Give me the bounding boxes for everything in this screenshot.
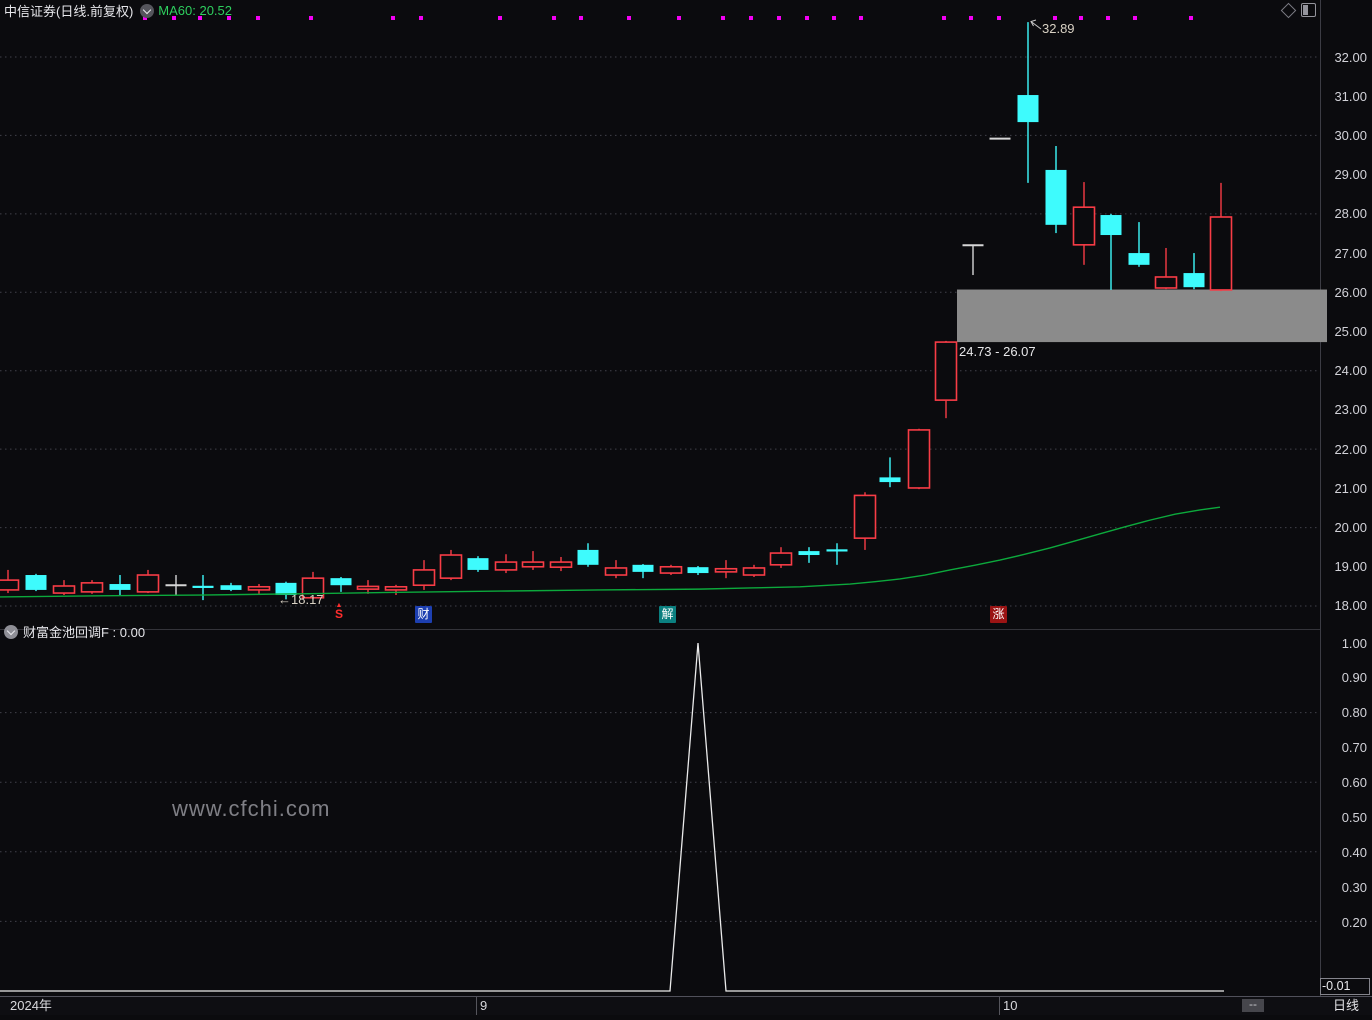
axis-month-label-10: 10 <box>1003 998 1018 1013</box>
price-axis-label: 25.00 <box>1334 323 1367 339</box>
indicator-min-label: -0.01 <box>1320 978 1370 995</box>
gap-range-label: 24.73 - 26.07 <box>959 344 1036 359</box>
event-marker-涨[interactable]: 涨 <box>990 606 1007 623</box>
sub-collapse-chevron-icon[interactable] <box>4 624 18 639</box>
price-axis-label: 20.00 <box>1334 520 1367 536</box>
price-axis-label: 18.00 <box>1334 598 1367 614</box>
dash-button[interactable]: -- <box>1242 998 1264 1012</box>
price-axis-label: 32.00 <box>1334 49 1367 65</box>
price-axis-label: 19.00 <box>1334 559 1367 575</box>
collapse-chevron-icon[interactable] <box>140 3 155 18</box>
sub-chart-header: 财富金池回调F : 0.00 <box>4 623 145 640</box>
period-selector[interactable]: 日线 <box>1332 998 1359 1013</box>
titlebar: 中信证券(日线.前复权) MA60: 20.52 <box>4 2 232 19</box>
price-axis-label: 21.00 <box>1334 480 1367 496</box>
month-separator <box>999 997 1000 1015</box>
stock-title: 中信证券(日线.前复权) <box>4 4 134 19</box>
indicator-title: 财富金池回调F : 0.00 <box>23 625 146 640</box>
indicator-axis-label: 0.30 <box>1341 879 1367 895</box>
indicator-axis-label: 0.80 <box>1341 705 1367 721</box>
indicator-axis-label: 1.00 <box>1341 635 1367 651</box>
indicator-axis-label: 0.50 <box>1341 810 1367 825</box>
price-axis-label: 24.00 <box>1334 363 1367 379</box>
axis-year-label: 2024年 <box>10 998 52 1013</box>
axis-month-label-9: 9 <box>480 998 488 1013</box>
price-axis-label: 31.00 <box>1334 88 1367 104</box>
month-separator <box>476 997 477 1015</box>
price-axis-label: 28.00 <box>1334 206 1367 222</box>
sidebar-toggle-icon[interactable] <box>1301 3 1316 17</box>
indicator-axis-label: 0.60 <box>1341 775 1367 791</box>
price-axis-label: 26.00 <box>1334 284 1367 300</box>
time-axis-bar: 2024年 9 10 -- 日线 <box>0 997 1372 1015</box>
price-axis-label: 22.00 <box>1334 441 1367 457</box>
ma60-value-label: MA60: 20.52 <box>158 3 232 18</box>
event-marker-财[interactable]: 财 <box>415 606 432 623</box>
price-axis-label: 27.00 <box>1334 245 1367 261</box>
indicator-axis-label: 0.90 <box>1341 670 1367 686</box>
indicator-axis-label: 0.70 <box>1341 740 1367 756</box>
watermark: www.cfchi.com <box>172 796 331 821</box>
sell-signal-marker[interactable]: ▲ S <box>334 602 343 621</box>
event-marker-解[interactable]: 解 <box>659 606 676 623</box>
diamond-tool-icon[interactable] <box>1280 2 1297 18</box>
indicator-axis-label: 0.20 <box>1341 914 1367 930</box>
price-axis-label: 23.00 <box>1334 402 1367 418</box>
indicator-axis-label: 0.40 <box>1341 844 1367 860</box>
toolbar-icons <box>1280 2 1316 18</box>
price-axis-label: 30.00 <box>1334 127 1367 143</box>
low-price-annotation: ←18.17 <box>278 592 324 607</box>
high-price-annotation: 32.89 <box>1042 21 1075 36</box>
price-axis-label: 29.00 <box>1334 167 1367 183</box>
